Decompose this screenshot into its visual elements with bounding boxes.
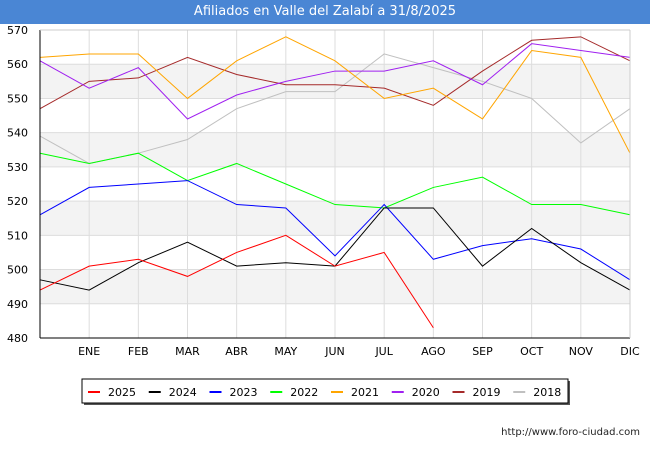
series-line-2020 (39, 43, 631, 120)
y-tick-label: 520 (7, 195, 28, 208)
legend: 2025 2024 2023 2022 2021 2020 2019 2018 (81, 378, 570, 405)
series-line-2025 (39, 234, 434, 329)
series-line-2021 (39, 36, 631, 154)
legend-label-2021: 2021 (351, 386, 379, 399)
axes (39, 29, 631, 339)
x-tick-label: FEB (128, 345, 149, 358)
x-tick-label: JUL (374, 345, 393, 358)
tick-labels: 480 490 500 510 520 530 540 550 560 570 ENE FEB MAR A… (7, 24, 640, 358)
y-tick-label: 560 (7, 58, 28, 71)
series-line-2019 (39, 36, 631, 110)
y-tick-label: 480 (7, 332, 28, 345)
source-credit: http://www.foro-ciudad.com (501, 427, 640, 438)
legend-label-2018: 2018 (533, 386, 561, 399)
y-tick-label: 570 (7, 24, 28, 37)
x-tick-label: MAY (274, 345, 297, 358)
chart-title: Afiliados en Valle del Zalabí a 31/8/202… (0, 0, 650, 24)
x-tick-label: DIC (620, 345, 640, 358)
x-tick-label: MAR (175, 345, 200, 358)
y-tick-label: 550 (7, 92, 28, 105)
legend-label-2025: 2025 (108, 386, 136, 399)
legend-label-2022: 2022 (290, 386, 318, 399)
series-line-2022 (39, 152, 631, 216)
x-tick-label: ABR (225, 345, 248, 358)
y-tick-label: 540 (7, 127, 28, 140)
y-tick-label: 510 (7, 229, 28, 242)
legend-label-2023: 2023 (230, 386, 258, 399)
x-tick-label: ENE (78, 345, 100, 358)
x-tick-label: SEP (472, 345, 493, 358)
x-tick-label: JUN (324, 345, 345, 358)
x-tick-label: OCT (520, 345, 543, 358)
legend-label-2020: 2020 (412, 386, 440, 399)
y-tick-label: 500 (7, 264, 28, 277)
legend-label-2019: 2019 (473, 386, 501, 399)
legend-label-2024: 2024 (169, 386, 197, 399)
x-tick-label: AGO (421, 345, 446, 358)
x-tick-label: NOV (569, 345, 594, 358)
legend-box (81, 378, 569, 404)
y-tick-label: 490 (7, 298, 28, 311)
series-line-2023 (39, 180, 631, 281)
y-tick-label: 530 (7, 161, 28, 174)
series-lines (39, 36, 631, 329)
